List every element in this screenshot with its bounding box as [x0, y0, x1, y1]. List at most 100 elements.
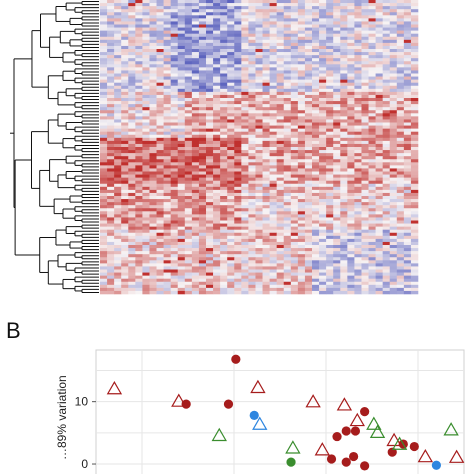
- heatmap-cell: [163, 226, 171, 230]
- heatmap-cell: [191, 52, 200, 56]
- heatmap-cell: [368, 116, 376, 120]
- heatmap-cell: [184, 150, 193, 154]
- heatmap-cell: [368, 85, 376, 90]
- heatmap-cell: [149, 0, 157, 4]
- heatmap-cell: [142, 18, 150, 22]
- heatmap-cell: [326, 107, 334, 111]
- heatmap-cell: [354, 45, 362, 50]
- heatmap-cell: [375, 52, 383, 56]
- heatmap-cell: [297, 290, 306, 295]
- heatmap-cell: [361, 275, 369, 279]
- heatmap-cell: [312, 64, 320, 68]
- heatmap-cell: [198, 220, 207, 224]
- heatmap-cell: [248, 153, 256, 157]
- heatmap-cell: [135, 174, 143, 178]
- heatmap-cell: [234, 171, 242, 175]
- heatmap-cell: [191, 284, 200, 289]
- heatmap-cell: [156, 189, 164, 194]
- heatmap-cell: [206, 49, 214, 53]
- heatmap-cell: [297, 168, 306, 172]
- heatmap-cell: [100, 245, 108, 249]
- heatmap-cell: [234, 275, 242, 279]
- heatmap-cell: [100, 30, 108, 34]
- heatmap-cell: [304, 272, 313, 276]
- heatmap-cell: [177, 214, 186, 218]
- heatmap-cell: [354, 76, 362, 80]
- heatmap-cell: [340, 147, 348, 151]
- heatmap-cell: [290, 147, 299, 151]
- heatmap-cell: [156, 272, 164, 276]
- heatmap-cell: [248, 290, 256, 295]
- heatmap-cell: [340, 0, 348, 4]
- heatmap-cell: [368, 192, 376, 197]
- heatmap-cell: [333, 281, 341, 286]
- heatmap-cell: [198, 266, 207, 270]
- heatmap-cell: [135, 217, 143, 221]
- heatmap-cell: [227, 208, 235, 212]
- heatmap-cell: [361, 174, 369, 178]
- heatmap-cell: [198, 290, 207, 295]
- heatmap-cell: [319, 205, 327, 209]
- heatmap-cell: [220, 52, 228, 56]
- heatmap-cell: [304, 18, 313, 22]
- heatmap-cell: [121, 24, 129, 28]
- heatmap-cell: [135, 143, 143, 148]
- heatmap-cell: [198, 278, 207, 283]
- heatmap-cell: [170, 122, 179, 126]
- heatmap-cell: [276, 116, 285, 120]
- heatmap-cell: [368, 290, 376, 295]
- heatmap-cell: [361, 269, 369, 273]
- heatmap-cell: [198, 174, 207, 178]
- heatmap-cell: [290, 140, 299, 145]
- heatmap-cell: [227, 180, 235, 185]
- heatmap-cell: [290, 196, 299, 200]
- heatmap-cell: [100, 58, 108, 62]
- heatmap-cell: [312, 275, 320, 279]
- heatmap-cell: [128, 180, 136, 185]
- heatmap-cell: [128, 64, 136, 68]
- heatmap-cell: [198, 30, 207, 34]
- heatmap-cell: [375, 143, 383, 148]
- heatmap-cell: [184, 254, 193, 258]
- heatmap-cell: [304, 284, 313, 289]
- heatmap-cell: [255, 180, 263, 185]
- heatmap-cell: [213, 49, 221, 53]
- heatmap-cell: [290, 61, 299, 65]
- heatmap-cell: [403, 137, 412, 142]
- heatmap-cell: [184, 180, 193, 185]
- heatmap-cell: [297, 211, 306, 215]
- heatmap-cell: [198, 196, 207, 200]
- heatmap-cell: [149, 251, 157, 255]
- heatmap-cell: [304, 171, 313, 175]
- heatmap-cell: [255, 217, 263, 221]
- heatmap-cell: [191, 98, 200, 102]
- heatmap-cell: [121, 202, 129, 206]
- heatmap-cell: [319, 128, 327, 132]
- heatmap-cell: [347, 208, 355, 212]
- heatmap-cell: [340, 122, 348, 126]
- heatmap-cell: [149, 248, 157, 252]
- heatmap-cell: [304, 177, 313, 181]
- heatmap-cell: [403, 67, 412, 71]
- heatmap-cell: [163, 177, 171, 181]
- heatmap-cell: [234, 137, 242, 142]
- heatmap-cell: [354, 220, 362, 224]
- heatmap-cell: [319, 180, 327, 185]
- heatmap-cell: [354, 143, 362, 148]
- heatmap-cell: [382, 6, 391, 10]
- heatmap-cell: [255, 49, 263, 53]
- heatmap-cell: [389, 52, 398, 56]
- heatmap-cell: [276, 79, 285, 83]
- heatmap-cell: [326, 266, 334, 270]
- heatmap-cell: [333, 153, 341, 157]
- heatmap-cell: [198, 131, 207, 136]
- heatmap-cell: [326, 229, 334, 234]
- heatmap-cell: [170, 205, 179, 209]
- heatmap-cell: [410, 254, 419, 258]
- heatmap-cell: [396, 168, 405, 172]
- heatmap-cell: [354, 122, 362, 126]
- heatmap-cell: [262, 180, 270, 185]
- heatmap-cell: [276, 168, 285, 172]
- heatmap-cell: [149, 116, 157, 120]
- heatmap-cell: [128, 27, 136, 31]
